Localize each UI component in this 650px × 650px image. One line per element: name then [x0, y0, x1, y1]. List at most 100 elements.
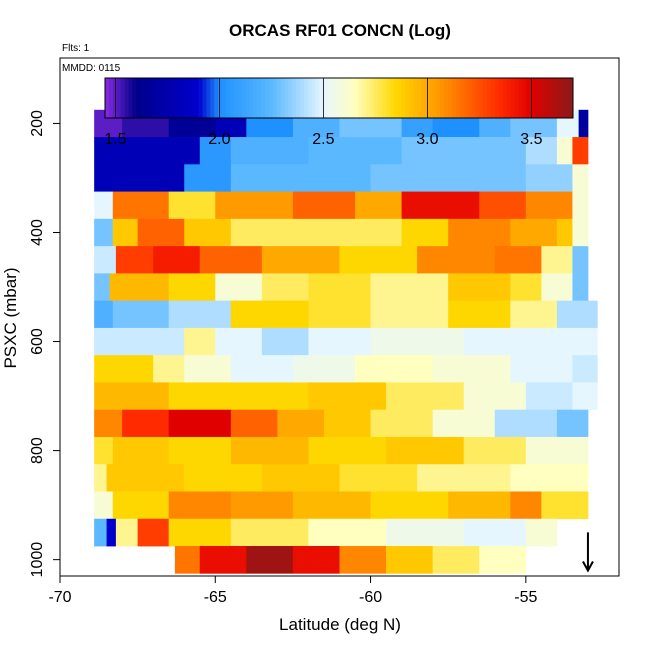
colorbar-segment [198, 78, 203, 118]
colorbar-segment [537, 78, 543, 118]
heatmap-cells [94, 109, 598, 574]
colorbar-segment [206, 78, 211, 118]
heatmap-cell [230, 137, 309, 165]
heatmap-cell [386, 546, 434, 574]
x-tick-label: -60 [359, 589, 382, 606]
heatmap-cell [370, 164, 527, 192]
date-label: MMDD: 0115 [62, 63, 121, 74]
heatmap-cell [510, 464, 589, 492]
heatmap-cell [556, 218, 573, 247]
y-tick-label: 400 [29, 219, 46, 246]
heatmap-cell [494, 409, 558, 438]
colorbar-segment [557, 78, 562, 118]
heatmap-cell [277, 409, 325, 438]
heatmap-cell [510, 491, 542, 520]
colorbar-segment [420, 78, 426, 118]
heatmap-cell [184, 355, 232, 383]
heatmap-cell [572, 137, 589, 165]
heatmap-cell [494, 246, 542, 274]
heatmap-cell [230, 409, 278, 438]
colorbar-segment [495, 78, 500, 118]
heatmap-cell [572, 355, 598, 383]
heatmap-cell [525, 382, 573, 411]
colorbar-segment [167, 78, 172, 118]
heatmap-cell [94, 164, 185, 192]
colorbar-segment [253, 78, 258, 118]
heatmap-cell [308, 300, 371, 329]
heatmap-cell [261, 246, 340, 274]
heatmap-cell [94, 464, 107, 492]
heatmap-cell [215, 273, 263, 302]
heatmap-cell [94, 382, 170, 411]
colorbar-segment [417, 78, 422, 118]
heatmap-cell [94, 491, 114, 520]
heatmap-cell [261, 464, 340, 492]
colorbar-segment [202, 78, 207, 118]
heatmap-cell [308, 327, 371, 356]
colorbar-segment [374, 78, 379, 118]
colorbar-segment [448, 78, 453, 118]
heatmap-cell [230, 491, 294, 520]
heatmap-cell [355, 355, 434, 383]
colorbar-segment [307, 78, 313, 118]
heatmap-cell [541, 491, 589, 520]
heatmap-cell [230, 164, 371, 192]
x-tick-label: -65 [204, 589, 227, 606]
colorbar-segment [463, 78, 469, 118]
colorbar-segment [405, 78, 410, 118]
heatmap-cell [556, 409, 589, 438]
heatmap-cell [184, 464, 263, 492]
heatmap-cell [525, 137, 558, 165]
colorbar-segment [300, 78, 305, 118]
heatmap-cell [525, 191, 573, 220]
colorbar-segment [553, 78, 558, 118]
heatmap-cell [94, 218, 114, 247]
colorbar-segment [385, 78, 391, 118]
heatmap-cell [541, 273, 573, 302]
heatmap-cell [199, 137, 232, 165]
position-marker [582, 532, 594, 573]
heatmap-cell [525, 518, 558, 547]
colorbar-segment [413, 78, 418, 118]
heatmap-cell [448, 491, 511, 520]
heatmap-cell [168, 436, 232, 465]
colorbar: 1.5 2.0 2.5 3.0 3.5 [104, 77, 574, 148]
heatmap-cell [339, 246, 418, 274]
heatmap-cell [168, 409, 232, 438]
colorbar-segment [249, 78, 254, 118]
heatmap-cell [541, 246, 573, 274]
heatmap-cell [370, 491, 449, 520]
heatmap-cell [463, 518, 527, 547]
colorbar-segment [397, 78, 402, 118]
colorbar-segment [155, 78, 161, 118]
colorbar-segment [284, 78, 289, 118]
heatmap-cell [122, 409, 170, 438]
heatmap-cell [432, 409, 496, 438]
heatmap-cell [448, 300, 511, 329]
colorbar-tick-label: 3.5 [520, 131, 542, 148]
heatmap-cell [115, 518, 139, 547]
colorbar-segment [132, 78, 137, 118]
colorbar-tick-label: 1.5 [104, 131, 126, 148]
heatmap-cell [230, 436, 309, 465]
x-tick-label: -70 [48, 589, 71, 606]
colorbar-segment [311, 78, 317, 118]
colorbar-segment [354, 78, 359, 118]
colorbar-segment [428, 78, 434, 118]
colorbar-segment [393, 78, 398, 118]
heatmap-cell [510, 273, 542, 302]
colorbar-segment [245, 78, 250, 118]
colorbar-segment [144, 78, 149, 118]
heatmap-cell [556, 137, 573, 165]
colorbar-segment [362, 78, 367, 118]
colorbar-segment [194, 78, 200, 118]
heatmap-cell [572, 382, 598, 411]
heatmap-cell [386, 518, 465, 547]
heatmap-cell [401, 191, 480, 220]
heatmap-cell [386, 436, 465, 465]
colorbar-segment [534, 78, 539, 118]
colorbar-segment [147, 78, 153, 118]
colorbar-segment [565, 78, 570, 118]
heatmap-cell [479, 546, 527, 574]
